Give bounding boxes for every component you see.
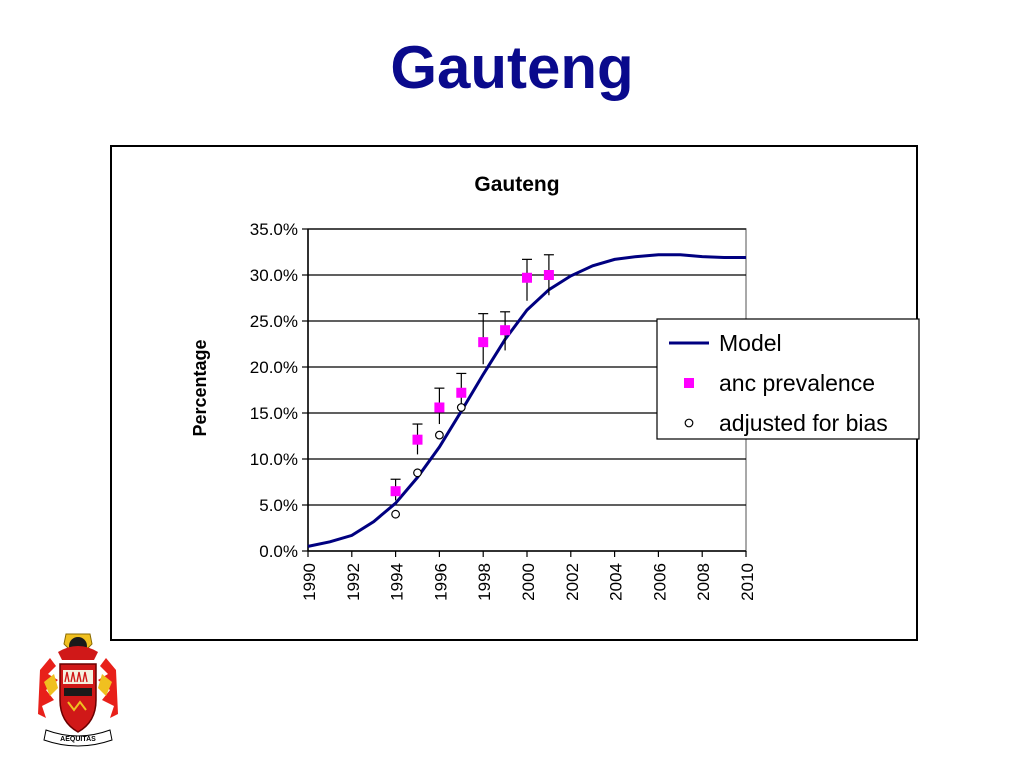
point-anc-prevalence	[390, 486, 401, 497]
chart: Gauteng 0.0% 5.0% 10.0% 15.0% 20.0% 25.0% 30.0%…	[190, 173, 920, 601]
svg-text:AEQUITAS: AEQUITAS	[60, 736, 96, 743]
y-tick-label: 5.0%	[259, 496, 298, 515]
crest-logo: AEQUITAS	[38, 633, 118, 747]
x-tick-label: 1992	[344, 563, 363, 601]
x-tick-label: 2008	[694, 563, 713, 601]
point-adjusted-for-bias	[391, 509, 401, 519]
series-model-line	[307, 253, 746, 548]
y-tick-label: 20.0%	[250, 358, 298, 377]
point-anc-prevalence	[543, 270, 554, 280]
point-adjusted-for-bias	[413, 468, 422, 478]
point-anc-prevalence	[456, 387, 467, 398]
y-tick-label: 30.0%	[250, 266, 298, 285]
chart-title: Gauteng	[474, 173, 559, 196]
y-tick-label: 10.0%	[250, 450, 298, 469]
y-tick-label: 0.0%	[259, 542, 298, 561]
point-adjusted-for-bias	[456, 403, 466, 412]
x-tick-label: 2006	[650, 563, 669, 601]
legend-adjusted-swatch	[684, 418, 694, 428]
legend-adjusted-label: adjusted for bias	[719, 410, 888, 436]
chart-frame: Gauteng 0.0% 5.0% 10.0% 15.0% 20.0% 25.0% 30.0%…	[110, 145, 920, 641]
y-tick-label: 15.0%	[250, 404, 298, 423]
crest-motto-ribbon	[43, 729, 113, 747]
point-adjusted-for-bias	[435, 430, 444, 440]
legend-model-label: Model	[719, 330, 782, 356]
x-tick-label: 1996	[431, 563, 450, 601]
legend-box	[656, 318, 920, 440]
point-anc-prevalence	[478, 337, 489, 348]
x-tick-label: 2010	[738, 563, 757, 601]
x-tick-label: 2000	[519, 563, 538, 601]
point-anc-prevalence	[412, 434, 423, 445]
point-anc-prevalence	[522, 272, 532, 283]
legend-anc-swatch	[684, 378, 694, 388]
point-anc-prevalence	[500, 325, 511, 336]
x-tick-label: 1990	[300, 563, 319, 601]
x-tick-label: 2002	[563, 563, 582, 601]
point-anc-prevalence	[434, 402, 445, 413]
legend-anc-label: anc prevalence	[719, 370, 875, 396]
slide-title: Gauteng	[390, 34, 634, 101]
y-tick-label: 35.0%	[250, 220, 298, 239]
y-tick-label: 25.0%	[250, 312, 298, 331]
y-axis-title: Percentage	[190, 339, 210, 436]
x-tick-label: 1998	[475, 563, 494, 601]
x-tick-label: 2004	[607, 563, 626, 601]
x-tick-label: 1994	[388, 563, 407, 601]
